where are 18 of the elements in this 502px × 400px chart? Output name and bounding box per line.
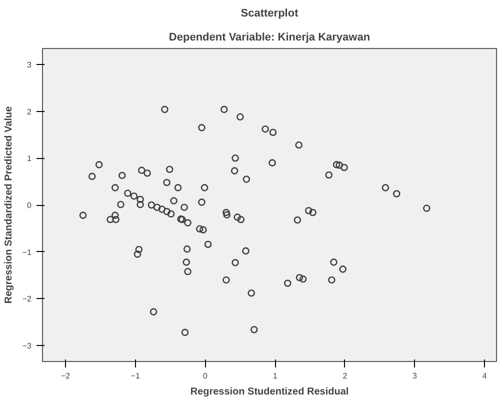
y-tick-label: 1: [27, 154, 32, 164]
chart-subtitle: Dependent Variable: Kinerja Karyawan: [168, 32, 370, 44]
y-axis-title: Regression Standardized Predicted Value: [3, 106, 14, 304]
y-tick-label: 2: [27, 107, 32, 116]
y-tick-label: 0: [27, 201, 32, 210]
x-tick-label: 0: [203, 372, 208, 380]
x-tick-label: 4: [482, 372, 488, 380]
y-tick-label: −1: [22, 248, 32, 257]
y-tick-label: −2: [22, 294, 32, 304]
x-tick-label: −2: [60, 372, 71, 380]
x-axis-title: Regression Studentized Residual: [190, 386, 349, 398]
x-tick-label: 3: [412, 372, 418, 380]
y-tick-label: 3: [27, 60, 32, 70]
x-tick-label: 1: [272, 372, 278, 380]
x-tick-label: 2: [342, 372, 348, 380]
y-tick-label: −3: [22, 342, 32, 351]
x-tick-label: −1: [130, 372, 141, 380]
chart-title: Scatterplot: [240, 8, 299, 20]
